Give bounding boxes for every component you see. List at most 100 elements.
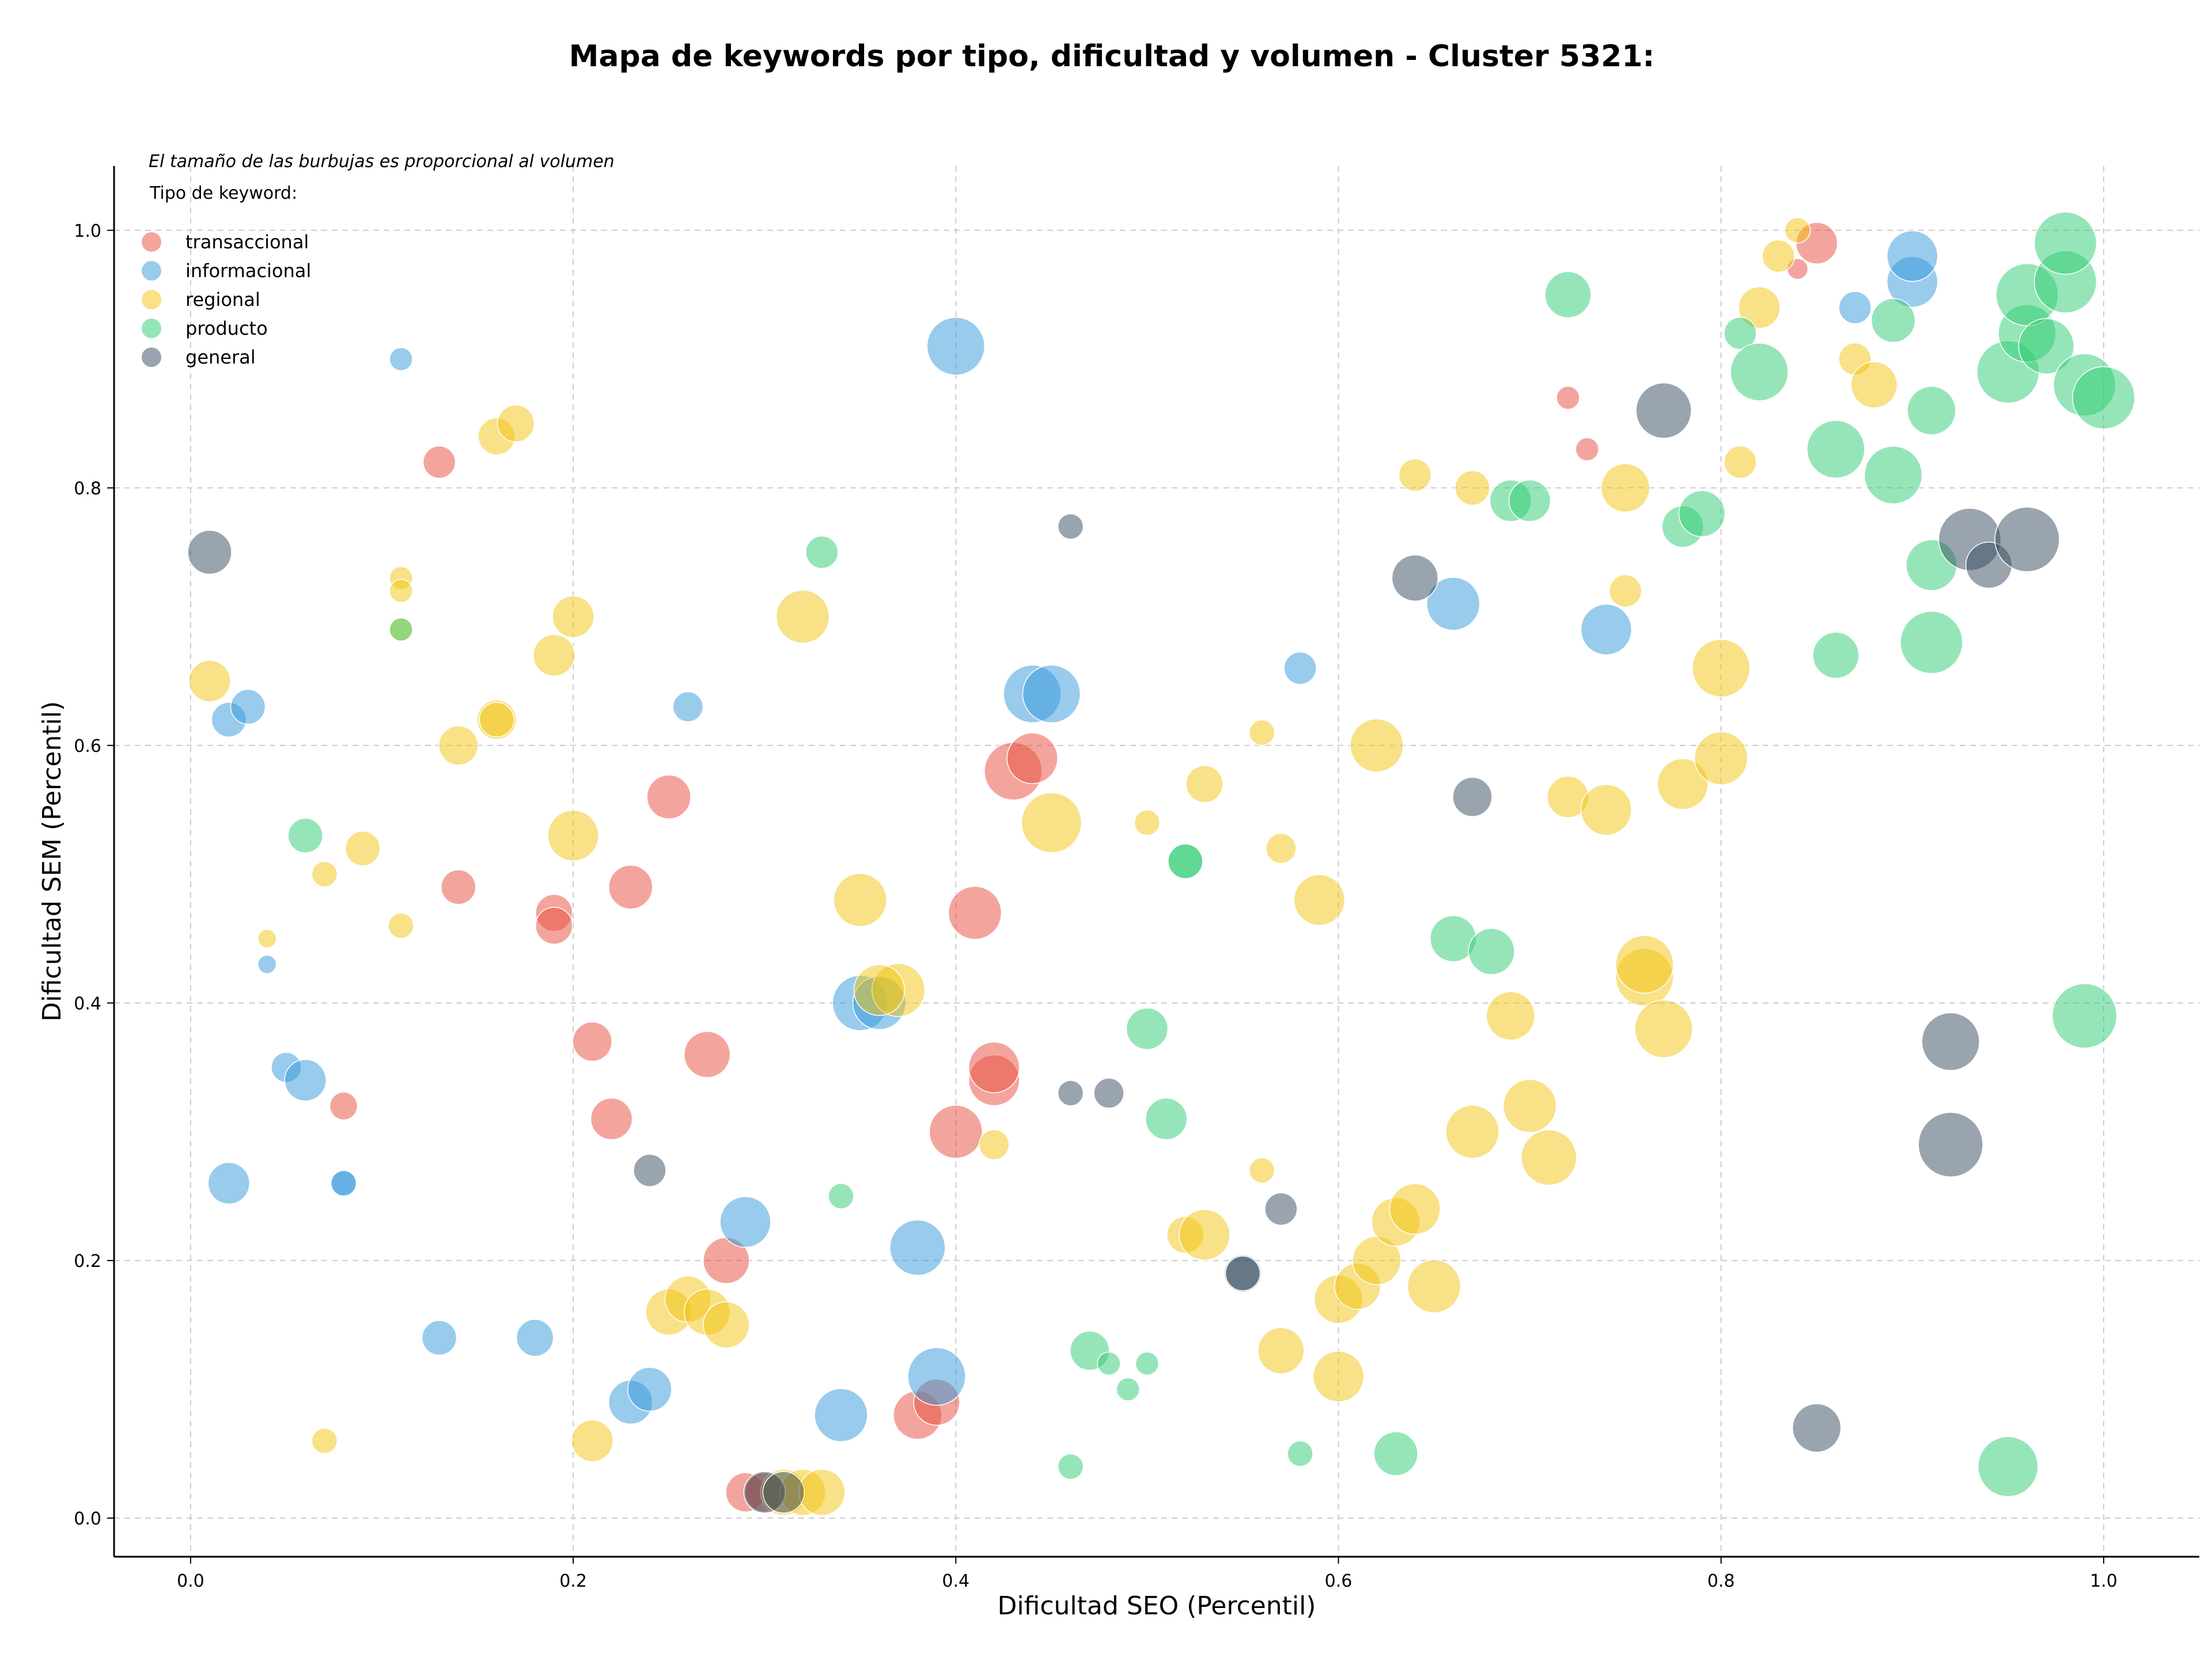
bubble-regional [389, 578, 413, 603]
bubble-regional [1350, 718, 1404, 773]
legend-label-producto: producto [185, 317, 268, 339]
bubble-regional [978, 1129, 1010, 1160]
bubble-regional [1608, 574, 1642, 608]
bubble-regional [1521, 1129, 1577, 1186]
bubble-informacional [389, 347, 413, 372]
bubble-transaccional [608, 864, 653, 910]
y-tick-label: 0.4 [74, 994, 101, 1014]
bubble-producto [1373, 1431, 1418, 1476]
bubble-general [1391, 554, 1439, 602]
bubble-informacional [926, 317, 986, 376]
bubble-informacional [257, 955, 277, 974]
series-transaccional [329, 222, 1838, 1512]
bubble-regional [1738, 286, 1781, 329]
x-tick-label: 0.6 [1325, 1571, 1353, 1591]
y-tick-label: 1.0 [74, 221, 101, 241]
bubble-layer [187, 211, 2135, 1516]
bubble-informacional [1580, 603, 1633, 656]
bubble-general [1994, 506, 2060, 572]
bubble-producto [1508, 479, 1551, 522]
bubble-producto [2033, 211, 2097, 275]
bubble-informacional [814, 1388, 868, 1442]
bubble-producto [1870, 298, 1916, 343]
bubble-transaccional [683, 1031, 731, 1079]
y-axis-label: Dificultad SEM (Percentil) [37, 701, 67, 1021]
bubble-regional [1600, 463, 1650, 513]
bubble-producto [1730, 342, 1789, 402]
x-tick-label: 0.4 [942, 1571, 969, 1591]
bubble-producto [287, 818, 323, 854]
bubble-producto [1806, 419, 1865, 479]
bubble-general [1057, 1080, 1084, 1107]
bubble-producto [828, 1183, 854, 1209]
tick-layer: 0.0 0.2 0.4 0.6 0.8 1.0 0.0 0.2 0.4 0.6 0.8 1.0 [74, 221, 2118, 1591]
bubble-regional [1312, 1350, 1365, 1402]
bubble-regional [1398, 458, 1432, 492]
bubble-regional [798, 1469, 846, 1516]
bubble-general [1225, 1255, 1261, 1292]
bubble-regional [703, 1301, 750, 1349]
bubble-regional [438, 725, 479, 766]
bubble-regional [1634, 999, 1693, 1058]
legend-marker-transaccional [142, 232, 161, 252]
bubble-regional [1248, 719, 1275, 746]
legend-label-informacional: informacional [185, 260, 311, 282]
bubble-informacional [1283, 651, 1317, 685]
bubble-regional [1248, 1157, 1275, 1184]
bubble-producto [1468, 928, 1515, 975]
x-axis-label: Dificultad SEO (Percentil) [998, 1591, 1316, 1621]
y-tick-label: 0.8 [74, 479, 101, 499]
bubble-general [633, 1153, 666, 1187]
legend-marker-informacional [142, 261, 161, 281]
bubble-transaccional [422, 445, 456, 479]
bubble-transaccional [929, 1104, 983, 1159]
legend-marker-producto [142, 319, 161, 338]
bubble-regional [1407, 1259, 1461, 1314]
bubble-regional [188, 660, 231, 702]
bubble-producto [2018, 318, 2075, 374]
bubble-producto [1863, 445, 1923, 505]
bubble-regional [571, 1420, 614, 1462]
bubble-transaccional [1556, 385, 1580, 410]
legend: El tamaño de las burbujas es proporciona… [142, 152, 615, 368]
series-general [187, 382, 2060, 1514]
bubble-regional [1179, 1209, 1230, 1261]
bubble-general [1452, 777, 1493, 817]
bubble-regional [533, 634, 575, 677]
bubble-informacional [889, 1219, 946, 1276]
bubble-regional [1486, 991, 1536, 1041]
bubble-regional [1691, 638, 1751, 698]
bubble-regional [1724, 445, 1757, 479]
legend-label-transaccional: transaccional [185, 231, 309, 253]
bubble-producto [1145, 1098, 1188, 1140]
bubble-informacional [330, 1170, 357, 1197]
bubble-informacional [230, 689, 266, 725]
bubble-transaccional [646, 774, 691, 819]
bubble-regional [1134, 809, 1161, 836]
bubble-producto [1097, 1351, 1121, 1376]
bubble-general [187, 529, 232, 575]
legend-title: Tipo de keyword: [149, 183, 297, 203]
bubble-general [1918, 1111, 1984, 1178]
bubble-regional [1784, 217, 1811, 244]
bubble-producto [1135, 1351, 1160, 1376]
bubble-transaccional [329, 1091, 358, 1121]
bubble-producto [1978, 1436, 2039, 1497]
bubble-regional [388, 913, 414, 939]
series-producto [287, 211, 2135, 1497]
bubble-regional [552, 595, 594, 638]
bubble-regional [311, 861, 338, 888]
bubble-regional [344, 830, 381, 867]
bubble-regional [257, 929, 277, 948]
bubble-transaccional [968, 1041, 1020, 1094]
bubble-producto [1678, 490, 1726, 538]
bubble-regional [1266, 833, 1297, 864]
bubble-regional [1694, 731, 1748, 785]
bubble-regional [1455, 470, 1490, 506]
bubble-informacional [627, 1367, 672, 1412]
bubble-informacional [1887, 230, 1938, 282]
legend-label-general: general [185, 346, 256, 368]
x-tick-label: 1.0 [2090, 1571, 2118, 1591]
bubble-regional [1580, 784, 1633, 836]
series-informacional [207, 230, 1938, 1442]
